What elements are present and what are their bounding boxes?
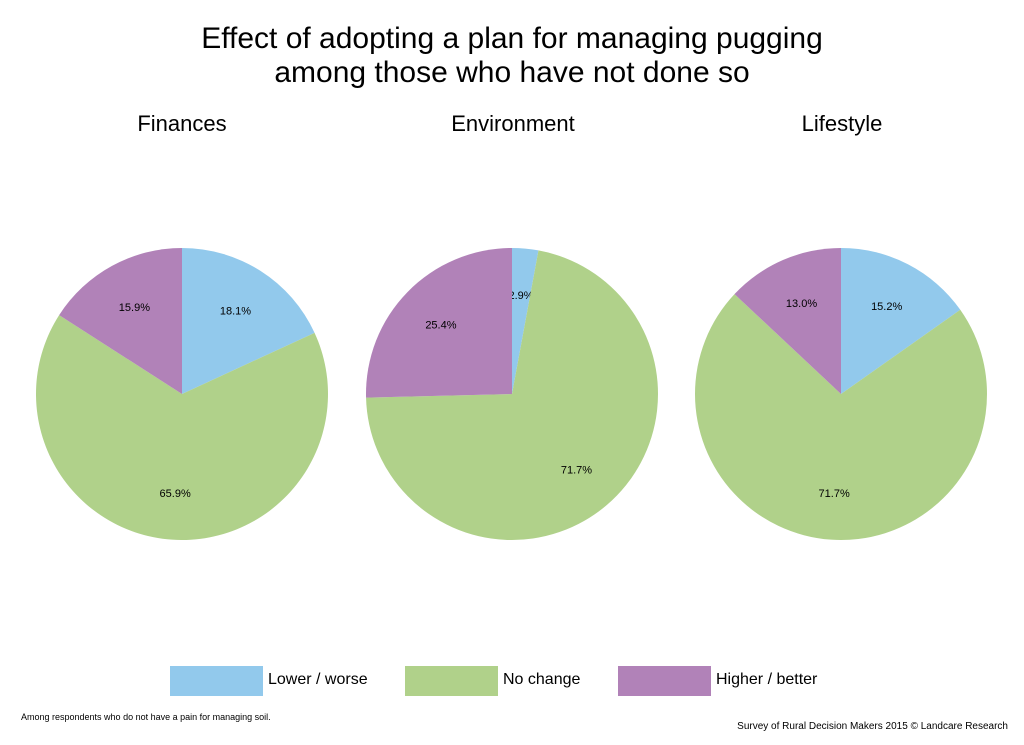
data-label-lifestyle-higher: 13.0% [786, 298, 817, 310]
legend-label-no-change: No change [503, 671, 581, 688]
chart-title: Effect of adopting a plan for managing p… [0, 22, 1024, 90]
legend-swatch-lower [170, 666, 263, 696]
pie-slice-environment-no-change [366, 250, 658, 541]
pie-slice-lifestyle-no-change [695, 294, 987, 541]
pie-slice-finances-higher [59, 248, 183, 394]
pie-charts: 18.1% 65.9% 15.9% 2.9% 71.7% 25.4% 15.2% 71.7% 1… [35, 248, 987, 541]
data-label-environment-no-change: 71.7% [561, 464, 592, 476]
legend-label-lower: Lower / worse [268, 671, 368, 688]
footnote: Among respondents who do not have a pain… [21, 712, 271, 722]
legend: Lower / worse No change Higher / better [0, 666, 1024, 702]
chart-title-line-1: Effect of adopting a plan for managing p… [201, 22, 823, 55]
data-label-lifestyle-lower: 15.2% [871, 301, 902, 313]
data-label-lifestyle-no-change: 71.7% [819, 488, 850, 500]
pie-slice-environment-lower [512, 248, 539, 394]
data-label-finances-lower: 18.1% [220, 305, 251, 317]
data-label-environment-lower: 2.9% [508, 290, 533, 302]
pie-slice-environment-higher [366, 248, 512, 398]
pie-slice-finances-no-change [35, 315, 328, 540]
legend-swatch-higher [618, 666, 711, 696]
pie-slice-lifestyle-lower [841, 248, 961, 394]
pie-title-finances: Finances [137, 111, 227, 136]
legend-swatch-no-change [405, 666, 498, 696]
pie-title-lifestyle: Lifestyle [801, 111, 883, 136]
data-label-environment-higher: 25.4% [425, 320, 456, 332]
data-label-finances-higher: 15.9% [119, 302, 150, 314]
chart-title-line-2: among those who have not done so [274, 56, 750, 89]
source-credit: Survey of Rural Decision Makers 2015 © L… [737, 721, 1008, 732]
data-label-finances-no-change: 65.9% [160, 488, 191, 500]
pie-slice-finances-lower [182, 248, 315, 394]
pie-title-environment: Environment [451, 111, 575, 136]
pie-slice-lifestyle-higher [734, 248, 841, 394]
legend-label-higher: Higher / better [716, 671, 818, 688]
